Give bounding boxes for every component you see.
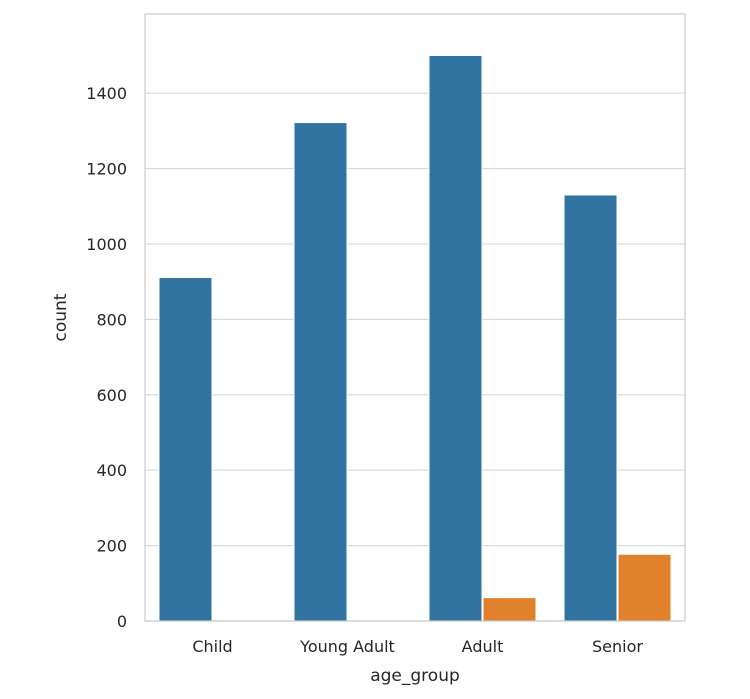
y-tick-label: 200 [96,537,127,556]
bars [158,54,672,622]
x-axis-label: age_group [370,666,460,686]
plot-frame [144,13,686,622]
y-tick-label: 1000 [86,235,127,254]
y-tick-labels: 0 200 400 600 800 1000 1200 1400 [86,84,127,631]
x-tick-label: Young Adult [299,637,395,656]
y-tick-label: 1200 [86,160,127,179]
x-tick-label: Child [192,637,232,656]
bar-adult-0 [428,54,483,622]
y-tick-label: 800 [96,310,127,329]
bar-senior-1 [617,553,672,622]
y-tick-label: 600 [96,386,127,405]
y-tick-label: 400 [96,461,127,480]
y-axis-label: count [51,293,71,341]
x-tick-labels: Child Young Adult Adult Senior [192,637,643,656]
y-tick-label: 1400 [86,84,127,103]
bar-child-0 [158,277,213,622]
bar-adult-1 [482,597,537,622]
bar-young-adult-0 [293,122,348,622]
x-tick-label: Senior [592,637,643,656]
x-tick-label: Adult [462,637,504,656]
bar-senior-0 [563,194,618,622]
y-tick-label: 0 [117,612,127,631]
